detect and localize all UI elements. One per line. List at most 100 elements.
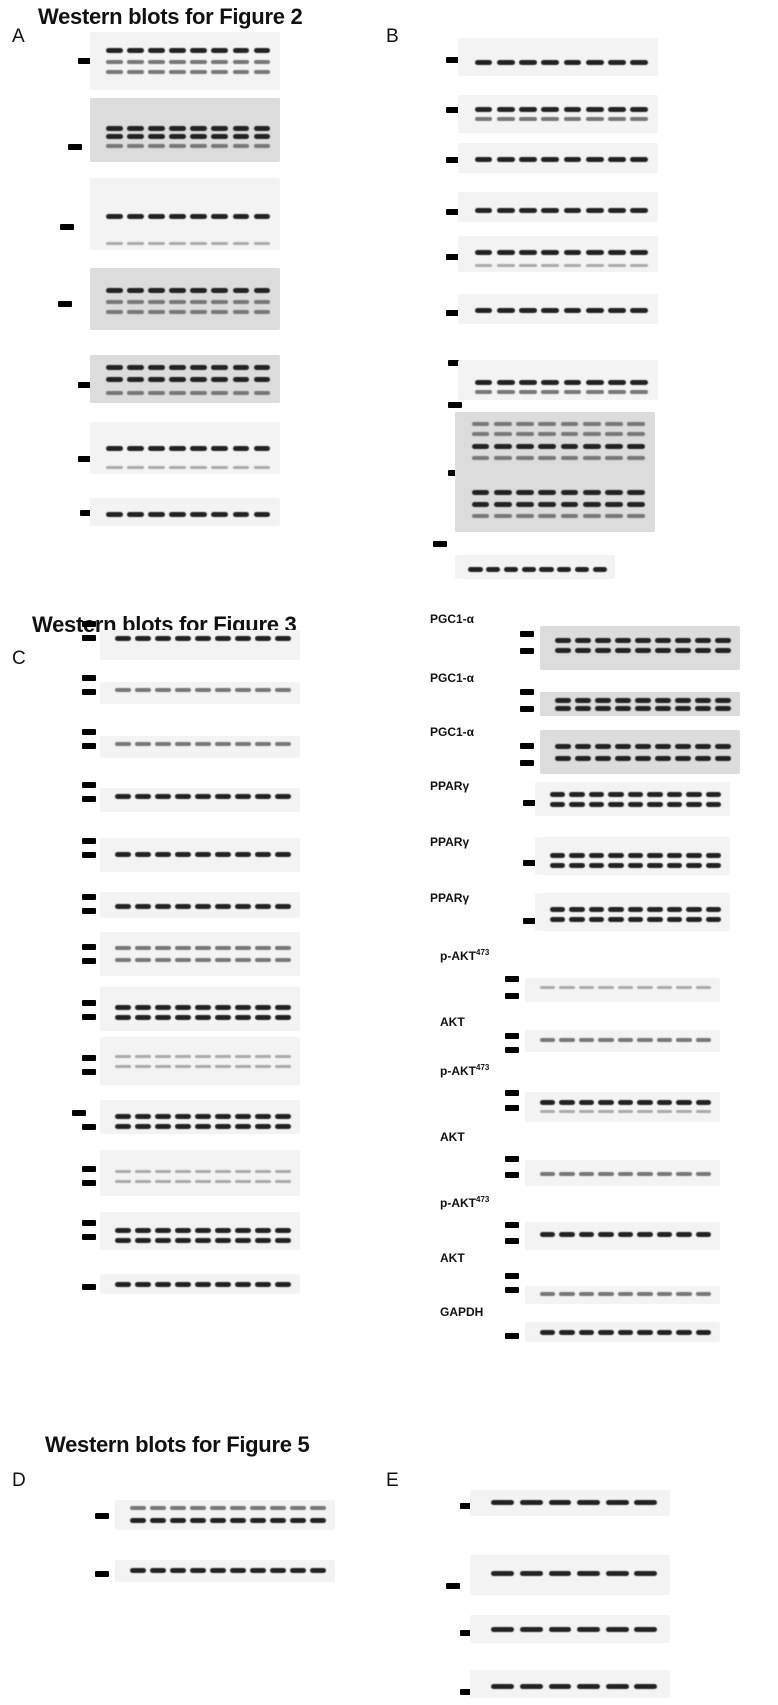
- protein-band: [130, 1568, 146, 1573]
- ladder-marker: [505, 1047, 519, 1053]
- protein-band: [230, 1518, 246, 1523]
- protein-band: [148, 60, 165, 64]
- ladder-marker: [60, 224, 74, 230]
- protein-band: [195, 1238, 211, 1243]
- protein-band: [578, 1292, 595, 1296]
- ladder-marker: [82, 689, 96, 695]
- protein-band: [585, 107, 604, 112]
- protein-band: [560, 514, 579, 518]
- protein-band: [695, 648, 711, 653]
- protein-band: [656, 1100, 673, 1105]
- protein-band: [195, 1065, 211, 1068]
- protein-band: [255, 1282, 271, 1287]
- protein-band: [255, 1124, 271, 1129]
- ladder-marker: [82, 1124, 96, 1130]
- protein-band: [656, 986, 673, 989]
- protein-band: [211, 242, 229, 245]
- protein-band: [235, 1015, 251, 1020]
- protein-band: [155, 852, 171, 857]
- protein-band: [148, 48, 165, 53]
- protein-band: [471, 432, 490, 436]
- protein-band: [630, 157, 648, 162]
- protein-band: [232, 242, 250, 245]
- protein-band: [215, 904, 231, 909]
- protein-band: [115, 1124, 131, 1129]
- protein-band: [627, 456, 645, 460]
- protein-band: [647, 792, 663, 797]
- protein-band: [275, 1180, 291, 1183]
- protein-band: [541, 390, 560, 394]
- protein-band: [647, 907, 663, 912]
- protein-band: [493, 456, 512, 460]
- protein-band: [195, 904, 211, 909]
- protein-band: [608, 107, 626, 112]
- blot-strip: [115, 1500, 335, 1530]
- protein-band: [148, 512, 165, 517]
- blot-strip: [525, 978, 720, 1002]
- protein-band: [615, 706, 631, 711]
- protein-band: [190, 365, 208, 370]
- protein-band: [211, 512, 229, 517]
- protein-band: [135, 636, 151, 641]
- protein-band: [647, 917, 663, 922]
- protein-band: [585, 264, 604, 267]
- protein-band: [675, 756, 691, 761]
- protein-band: [270, 1568, 286, 1573]
- protein-band: [627, 853, 644, 858]
- protein-band: [705, 863, 722, 868]
- blot-label: AKT: [440, 1251, 465, 1265]
- protein-band: [605, 456, 623, 460]
- panel-letter-e: E: [386, 1470, 399, 1491]
- protein-band: [715, 648, 731, 653]
- protein-band: [635, 706, 651, 711]
- protein-band: [235, 1180, 251, 1183]
- protein-band: [608, 308, 626, 313]
- protein-band: [255, 1065, 271, 1068]
- ladder-marker: [505, 976, 519, 982]
- protein-band: [155, 1238, 171, 1243]
- protein-band: [474, 107, 493, 112]
- protein-band: [675, 638, 691, 643]
- protein-band: [175, 636, 191, 641]
- protein-band: [155, 1114, 171, 1119]
- protein-band: [539, 1330, 556, 1335]
- protein-band: [155, 1170, 171, 1173]
- protein-band: [275, 958, 291, 962]
- protein-band: [491, 1684, 515, 1689]
- protein-band: [105, 144, 123, 148]
- blot-label-text: p-AKT: [440, 1196, 476, 1210]
- protein-band: [105, 288, 123, 293]
- protein-band: [126, 288, 144, 293]
- ladder-marker: [505, 993, 519, 999]
- protein-band: [471, 502, 490, 507]
- blot-label-text: PPARγ: [430, 891, 470, 905]
- protein-band: [637, 1110, 653, 1113]
- protein-band: [169, 126, 187, 131]
- protein-band: [135, 794, 151, 799]
- ladder-marker: [520, 760, 534, 766]
- protein-band: [270, 1506, 286, 1510]
- protein-band: [126, 214, 144, 219]
- blot-strip: [455, 466, 655, 532]
- protein-band: [135, 1238, 151, 1243]
- protein-band: [235, 1170, 251, 1173]
- protein-band: [538, 514, 557, 518]
- protein-band: [255, 1055, 271, 1058]
- protein-band: [253, 288, 271, 293]
- protein-band: [105, 310, 123, 314]
- protein-band: [148, 466, 165, 469]
- protein-band: [175, 1124, 191, 1129]
- protein-band: [175, 1114, 191, 1119]
- protein-band: [232, 60, 250, 64]
- protein-band: [155, 1005, 171, 1010]
- ladder-marker: [520, 648, 534, 654]
- ladder-marker: [95, 1513, 109, 1519]
- protein-band: [541, 250, 560, 255]
- protein-band: [705, 907, 722, 912]
- protein-band: [563, 107, 582, 112]
- protein-band: [255, 1238, 271, 1243]
- protein-band: [115, 958, 131, 962]
- ladder-marker: [446, 209, 460, 215]
- panel-letter-b: B: [386, 26, 399, 47]
- protein-band: [310, 1518, 326, 1523]
